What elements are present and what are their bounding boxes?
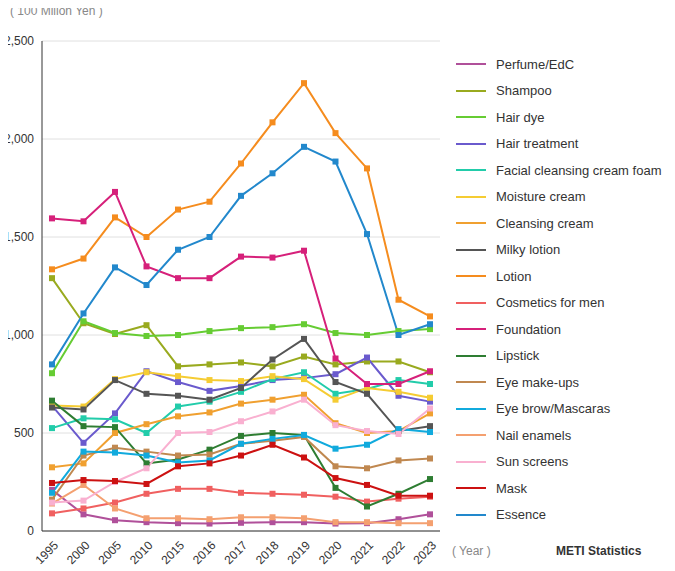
html-text:Essence: Essence <box>496 507 546 523</box>
html-text:Cosmetics for men: Cosmetics for men <box>496 295 605 311</box>
html-text:Perfume/EdC: Perfume/EdC <box>496 56 574 72</box>
svg-text:0: 0 <box>27 524 34 538</box>
svg-text:2022: 2022 <box>379 538 408 567</box>
html-text:( Year ): ( Year ) <box>452 544 491 558</box>
html-text:Hair dye: Hair dye <box>496 109 545 125</box>
svg-text:2020: 2020 <box>316 538 345 567</box>
svg-text:2005: 2005 <box>95 538 124 567</box>
svg-text:2015: 2015 <box>158 538 187 567</box>
html-text:Moisture cream: Moisture cream <box>496 189 586 205</box>
svg-text:2018: 2018 <box>253 538 282 567</box>
html-text:Nail enamels: Nail enamels <box>496 427 572 443</box>
html-text:( 100 Milion Yen ): ( 100 Milion Yen ) <box>10 4 103 18</box>
html-text:Facial cleansing cream foam: Facial cleansing cream foam <box>496 162 662 178</box>
svg-text:1995: 1995 <box>32 538 61 567</box>
svg-text:2021: 2021 <box>347 538 376 567</box>
html-text:Hair treatment: Hair treatment <box>496 136 579 152</box>
html-text:Foundation: Foundation <box>496 321 562 337</box>
svg-text:1,000: 1,000 <box>8 328 34 342</box>
svg-text:1,500: 1,500 <box>8 230 34 244</box>
svg-text:2017: 2017 <box>221 538 250 567</box>
html-text:Lotion: Lotion <box>496 268 532 284</box>
html-text:Milky lotion: Milky lotion <box>496 242 561 258</box>
html-text:Sun screens: Sun screens <box>496 454 569 470</box>
html-text:METI Statistics: METI Statistics <box>556 544 642 558</box>
svg-text:2023: 2023 <box>410 538 439 567</box>
html-text:Eye brow/Mascaras: Eye brow/Mascaras <box>496 401 611 417</box>
svg-text:2000: 2000 <box>64 538 93 567</box>
svg-text:2016: 2016 <box>190 538 219 567</box>
html-text:Lipstick: Lipstick <box>496 348 540 364</box>
svg-text:2,500: 2,500 <box>8 34 34 48</box>
html-text:Mask: Mask <box>496 480 528 496</box>
svg-text:2019: 2019 <box>284 538 313 567</box>
html-text:Cleansing cream: Cleansing cream <box>496 215 594 231</box>
html-text:Eye make-ups: Eye make-ups <box>496 374 580 390</box>
html-text:Shampoo: Shampoo <box>496 83 552 99</box>
svg-text:500: 500 <box>14 426 34 440</box>
svg-text:2010: 2010 <box>127 538 156 567</box>
svg-text:2,000: 2,000 <box>8 132 34 146</box>
